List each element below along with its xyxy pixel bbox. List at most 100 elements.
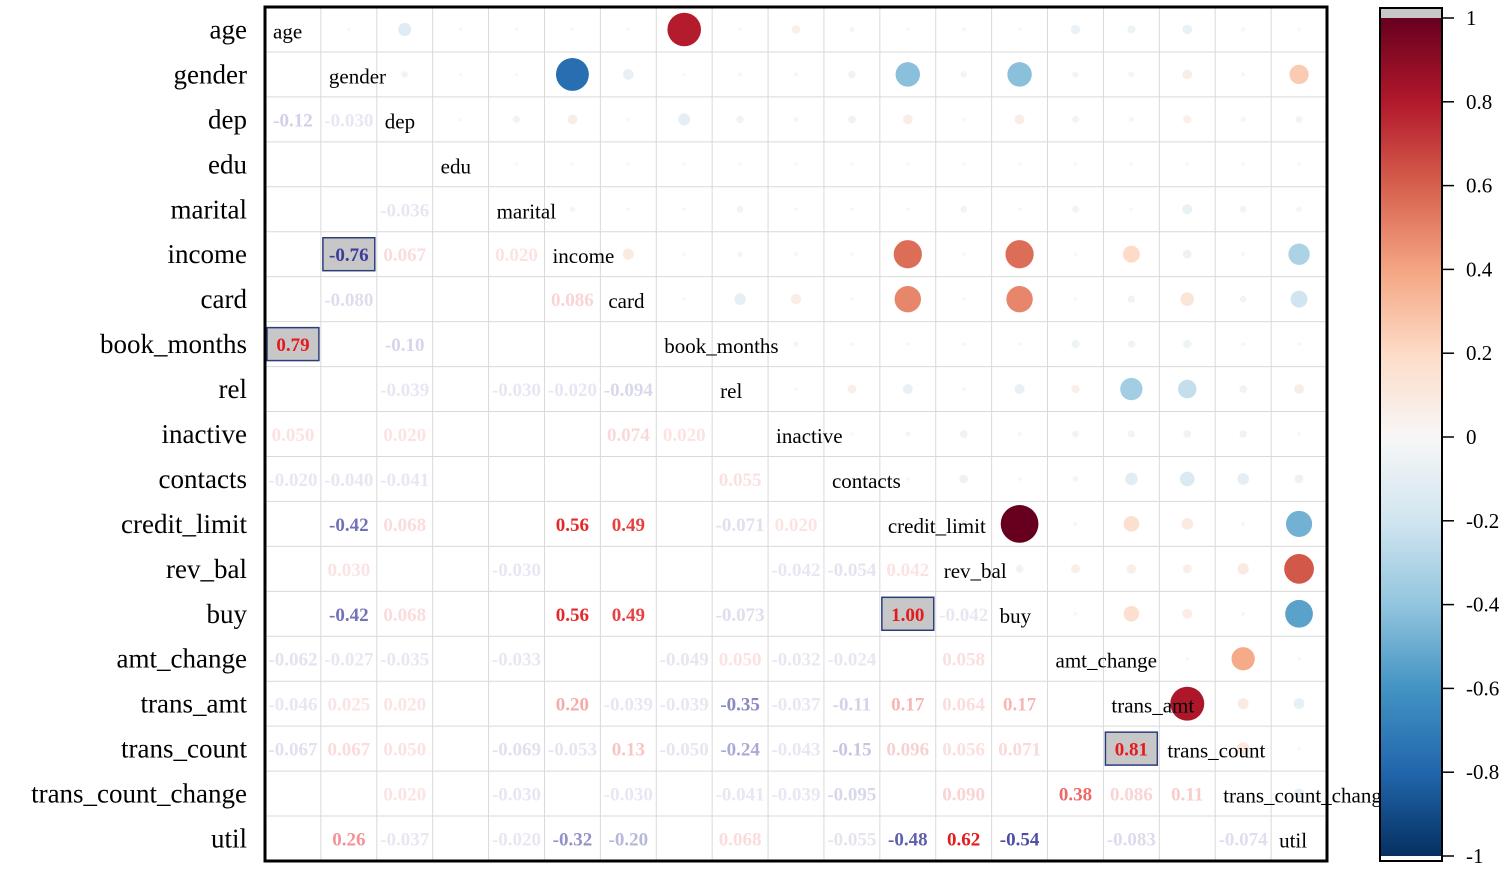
corr-circle-amt_change-trans_count	[1185, 656, 1190, 661]
corr-value-trans_count_change-amt_change: 0.38	[1059, 785, 1092, 806]
corr-value-buy-rev_bal: -0.042	[939, 605, 988, 626]
corr-circle-age-trans_count_change	[1241, 27, 1246, 32]
corr-circle-gender-trans_amt	[1128, 71, 1135, 78]
corr-value-trans_count_change-contacts: -0.095	[827, 785, 876, 806]
diag-label-amt_change: amt_change	[1056, 649, 1157, 673]
highlight-box-income-gender	[322, 236, 376, 272]
diag-label-income: income	[552, 244, 614, 268]
corr-value-book_months-age: 0.79	[276, 335, 309, 356]
diag-label-book_months: book_months	[664, 334, 778, 358]
corr-value-amt_change-inactive: -0.032	[771, 650, 820, 671]
row-label-amt_change: amt_change	[117, 644, 247, 674]
corr-circle-buy-amt_change	[1073, 611, 1078, 616]
corr-value-trans_amt-book_months: -0.039	[660, 695, 709, 716]
row-label-dep: dep	[208, 104, 247, 134]
corr-circle-inactive-credit_limit	[905, 431, 911, 437]
corr-value-trans_amt-rev_bal: 0.064	[942, 695, 985, 716]
corr-value-credit_limit-dep: 0.068	[383, 515, 426, 536]
corr-circle-book_months-trans_amt	[1127, 340, 1136, 348]
corr-circle-contacts-util	[1294, 474, 1304, 484]
corr-circle-contacts-trans_count_change	[1237, 473, 1249, 485]
corr-circle-dep-book_months	[678, 113, 691, 126]
corr-circle-contacts-credit_limit	[905, 477, 910, 481]
corr-circle-age-card	[626, 27, 631, 32]
colorbar-tick-label: 0	[1466, 425, 1477, 449]
corr-circle-credit_limit-rev_bal	[959, 520, 968, 528]
corr-circle-card-inactive	[790, 294, 802, 305]
diag-label-contacts: contacts	[832, 469, 901, 493]
corr-circle-dep-marital	[512, 115, 521, 123]
corr-value-trans_amt-dep: 0.020	[383, 695, 426, 716]
corr-circle-inactive-trans_amt	[1127, 430, 1135, 438]
corr-circle-edu-util	[1297, 162, 1301, 167]
row-label-edu: edu	[208, 149, 247, 179]
corr-value-trans_count_change-dep: 0.020	[383, 785, 426, 806]
corr-circle-rel-trans_count_change	[1239, 385, 1247, 393]
corr-value-amt_change-age: -0.062	[268, 650, 317, 671]
corr-circle-inactive-buy	[1017, 432, 1022, 436]
corr-circle-amt_change-trans_amt	[1129, 656, 1134, 661]
corr-value-card-gender: -0.080	[324, 290, 373, 311]
corr-circle-card-book_months	[682, 297, 687, 301]
diag-label-card: card	[608, 289, 645, 313]
corr-circle-inactive-trans_count_change	[1239, 430, 1247, 438]
corr-circle-card-rev_bal	[961, 297, 966, 301]
corr-value-util-credit_limit: -0.48	[888, 830, 928, 851]
corr-value-rev_bal-marital: -0.030	[492, 560, 541, 581]
corr-value-trans_count_change-marital: -0.030	[492, 785, 541, 806]
corr-circle-edu-rev_bal	[961, 162, 966, 167]
corr-circle-income-trans_count	[1182, 249, 1192, 259]
corr-circle-trans_amt-trans_count_change	[1237, 698, 1249, 710]
corr-circle-gender-edu	[458, 72, 463, 77]
corr-value-credit_limit-card: 0.49	[612, 515, 645, 536]
corr-circle-income-trans_count_change	[1241, 252, 1246, 257]
corr-value-util-trans_count_change: -0.074	[1219, 830, 1269, 851]
corr-circle-dep-rel	[736, 115, 744, 124]
corr-circle-trans_count-util	[1297, 746, 1301, 751]
corr-circle-book_months-amt_change	[1071, 339, 1080, 349]
corr-circle-marital-credit_limit	[905, 207, 910, 212]
corr-value-credit_limit-inactive: 0.020	[775, 515, 818, 536]
corr-circle-credit_limit-buy	[1000, 505, 1039, 543]
corr-value-trans_amt-income: 0.20	[556, 695, 589, 716]
corr-circle-age-edu	[458, 27, 463, 32]
colorbar-tick-label: -0.4	[1466, 593, 1500, 617]
corr-circle-dep-inactive	[793, 116, 799, 123]
corr-circle-dep-amt_change	[1071, 115, 1080, 123]
corr-value-util-rel: 0.068	[719, 830, 762, 851]
corr-circle-edu-marital	[514, 162, 519, 167]
highlight-box-trans_count-trans_amt	[1104, 731, 1159, 766]
corr-circle-rel-buy	[1014, 383, 1025, 395]
corr-circle-amt_change-trans_count_change	[1231, 647, 1255, 671]
corr-circle-marital-trans_count	[1182, 204, 1193, 215]
diag-label-trans_count_change: trans_count_change	[1223, 784, 1391, 808]
corr-circle-rel-trans_amt	[1120, 377, 1143, 401]
corr-circle-contacts-rev_bal	[959, 474, 969, 484]
corr-value-trans_count_change-inactive: -0.039	[771, 785, 820, 806]
corr-circle-card-credit_limit	[894, 285, 922, 313]
corr-circle-marital-trans_count_change	[1239, 205, 1247, 213]
corr-circle-age-util	[1297, 27, 1301, 32]
corr-circle-marital-inactive	[794, 207, 798, 212]
corr-value-marital-dep: -0.036	[380, 200, 429, 221]
corr-circle-gender-amt_change	[1072, 71, 1079, 78]
row-label-util: util	[211, 824, 247, 854]
corr-circle-rel-contacts	[847, 384, 857, 394]
corr-value-trans_count-rev_bal: 0.056	[942, 740, 985, 761]
corr-value-trans_count-income: -0.053	[548, 740, 597, 761]
corr-circle-gender-buy	[1007, 62, 1032, 87]
corr-value-rel-dep: -0.039	[380, 380, 429, 401]
colorbar-ticks: 1 0.8 0.6 0.4 0.2 0 -0.2 -0.4 -0.6 -0.8 -1	[1442, 6, 1500, 868]
corr-value-amt_change-book_months: -0.049	[660, 650, 709, 671]
colorbar-tick-label: 0.6	[1466, 174, 1492, 198]
corr-circle-marital-rev_bal	[960, 205, 967, 213]
corr-value-util-buy: -0.54	[1000, 830, 1040, 851]
corr-value-contacts-gender: -0.040	[324, 470, 373, 491]
corr-circle-gender-trans_count	[1182, 69, 1193, 80]
corr-circle-marital-amt_change	[1072, 205, 1079, 213]
corr-circle-gender-rev_bal	[960, 71, 967, 78]
corr-circle-dep-income	[567, 114, 578, 125]
corr-circle-inactive-amt_change	[1072, 430, 1079, 438]
colorbar-tick-label: 0.2	[1466, 341, 1492, 365]
corr-value-trans_amt-rel: -0.35	[720, 695, 760, 716]
